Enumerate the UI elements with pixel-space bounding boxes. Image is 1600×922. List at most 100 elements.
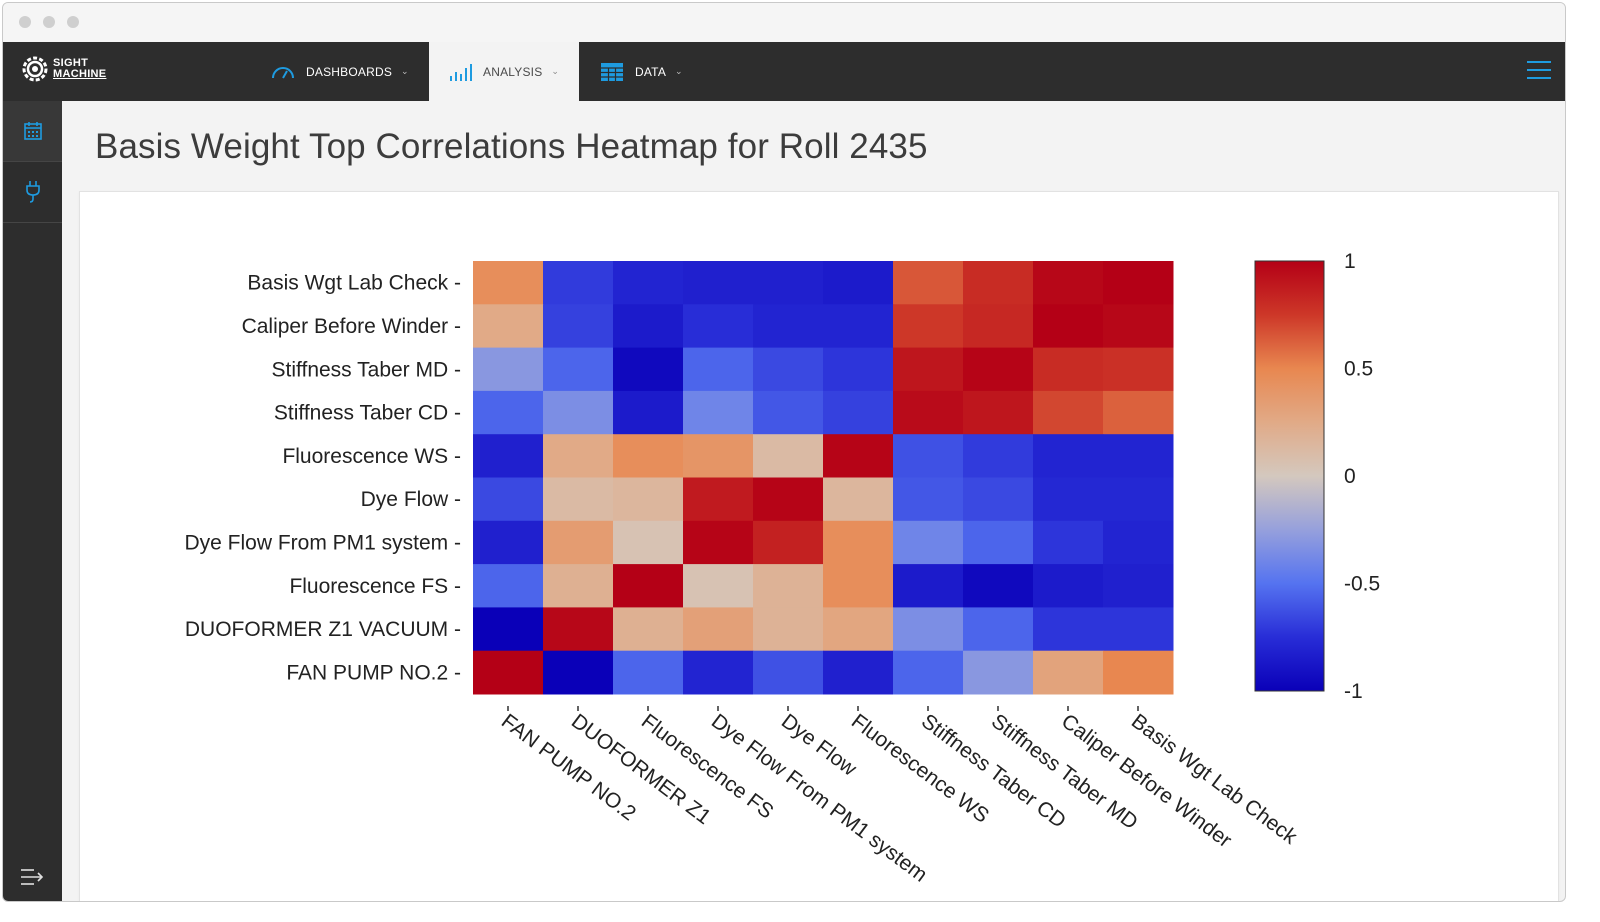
window-minimize-dot[interactable] xyxy=(43,16,55,28)
heatmap-cell xyxy=(823,564,894,608)
heatmap-cell xyxy=(473,261,544,305)
nav-data-label: DATA xyxy=(635,64,667,79)
heatmap-cell xyxy=(823,607,894,652)
y-tick-label: Fluorescence FS - xyxy=(289,575,461,598)
window-zoom-dot[interactable] xyxy=(67,16,79,28)
heatmap-cell xyxy=(1033,607,1104,652)
logo-line-1: SIGHT xyxy=(53,57,89,69)
logo-wordmark: SIGHT MACHINE xyxy=(53,58,106,80)
heatmap-cell xyxy=(823,520,894,565)
colorbar-tick-label: 1 xyxy=(1344,250,1356,273)
heatmap-cell xyxy=(963,390,1034,435)
heatmap-cell xyxy=(543,347,614,392)
heatmap-cell xyxy=(1103,304,1174,349)
y-tick-label: Dye Flow From PM1 system - xyxy=(184,531,461,554)
colorbar xyxy=(1254,260,1325,692)
heatmap-cell xyxy=(753,607,824,652)
heatmap-cell xyxy=(613,650,684,695)
nav-data[interactable]: DATA ⌄ xyxy=(601,42,683,101)
heatmap-cell xyxy=(543,477,614,522)
calendar-icon xyxy=(23,122,42,140)
y-tick-label: FAN PUMP NO.2 - xyxy=(286,661,461,684)
heatmap-cell xyxy=(823,261,894,305)
heatmap-cell xyxy=(1103,347,1174,392)
heatmap-cell xyxy=(473,650,544,695)
heatmap-cell xyxy=(753,390,824,435)
speedometer-icon xyxy=(272,66,294,78)
heatmap-cell xyxy=(823,390,894,435)
heatmap-cell xyxy=(1103,477,1174,522)
heatmap-cell xyxy=(473,304,544,349)
heatmap-cells xyxy=(473,261,1174,695)
heatmap-cell xyxy=(893,347,964,392)
heatmap-cell xyxy=(613,304,684,349)
heatmap-cell xyxy=(543,390,614,435)
heatmap-cell xyxy=(613,564,684,608)
expand-menu-icon[interactable] xyxy=(20,867,46,889)
heatmap-cell xyxy=(543,650,614,695)
left-sidebar xyxy=(3,101,62,901)
nav-dashboards-label: DASHBOARDS xyxy=(306,64,393,79)
heatmap-cell xyxy=(473,477,544,522)
heatmap-cell xyxy=(963,261,1034,305)
heatmap-cell xyxy=(893,520,964,565)
heatmap-cell xyxy=(473,434,544,478)
colorbar-tick-label: 0 xyxy=(1344,465,1356,488)
heatmap-cell xyxy=(613,390,684,435)
heatmap-cell xyxy=(893,564,964,608)
heatmap-cell xyxy=(893,434,964,478)
heatmap-cell xyxy=(1033,477,1104,522)
heatmap-cell xyxy=(963,607,1034,652)
heatmap-cell xyxy=(543,261,614,305)
heatmap-cell xyxy=(473,347,544,392)
heatmap-cell xyxy=(893,390,964,435)
heatmap-cell xyxy=(1033,390,1104,435)
heatmap-cell xyxy=(473,564,544,608)
heatmap-cell xyxy=(683,564,754,608)
page-title: Basis Weight Top Correlations Heatmap fo… xyxy=(95,127,928,166)
nav-dashboards[interactable]: DASHBOARDS ⌄ xyxy=(271,42,409,101)
hamburger-menu-icon[interactable] xyxy=(1527,61,1551,81)
heatmap-cell xyxy=(613,607,684,652)
heatmap-cell xyxy=(613,434,684,478)
heatmap-cell xyxy=(963,304,1034,349)
window-close-dot[interactable] xyxy=(19,16,31,28)
heatmap-cell xyxy=(543,304,614,349)
correlation-heatmap-chart: Basis Wgt Lab Check - Caliper Before Wind… xyxy=(184,250,1380,887)
heatmap-cell xyxy=(753,477,824,522)
heatmap-cell xyxy=(753,650,824,695)
sidebar-item-calendar[interactable] xyxy=(3,101,62,162)
heatmap-cell xyxy=(753,434,824,478)
heatmap-cell xyxy=(1033,564,1104,608)
app-logo[interactable]: SIGHT MACHINE xyxy=(21,55,106,87)
y-tick-label: Stiffness Taber MD - xyxy=(272,358,461,381)
heatmap-cell xyxy=(753,347,824,392)
heatmap-cell xyxy=(543,607,614,652)
heatmap-cell xyxy=(1033,347,1104,392)
y-tick-label: DUOFORMER Z1 VACUUM - xyxy=(185,618,461,641)
logo-line-2: MACHINE xyxy=(53,68,107,80)
sidebar-item-plug[interactable] xyxy=(3,162,62,223)
window-titlebar xyxy=(3,3,1565,43)
heatmap-cell xyxy=(1103,390,1174,435)
heatmap-cell xyxy=(753,261,824,305)
nav-analysis-label: ANALYSIS xyxy=(483,64,543,79)
heatmap-cell xyxy=(683,390,754,435)
heatmap-cell xyxy=(1103,564,1174,608)
heatmap-cell xyxy=(823,477,894,522)
heatmap-cell xyxy=(613,477,684,522)
nav-analysis[interactable]: ANALYSIS ⌄ xyxy=(429,42,579,101)
colorbar-tick-label: -1 xyxy=(1344,680,1363,703)
heatmap-cell xyxy=(683,650,754,695)
heatmap-cell xyxy=(613,347,684,392)
heatmap-cell xyxy=(963,650,1034,695)
heatmap-cell xyxy=(1033,304,1104,349)
top-navbar: SIGHT MACHINE DASHBOARDS ⌄ ANALYSIS ⌄ xyxy=(3,42,1565,101)
y-tick-label: Dye Flow - xyxy=(361,488,461,511)
heatmap-cell xyxy=(683,607,754,652)
heatmap-cell xyxy=(543,564,614,608)
heatmap-cell xyxy=(1103,520,1174,565)
heatmap-cell xyxy=(1103,434,1174,478)
heatmap-cell xyxy=(543,434,614,478)
heatmap-cell xyxy=(963,477,1034,522)
